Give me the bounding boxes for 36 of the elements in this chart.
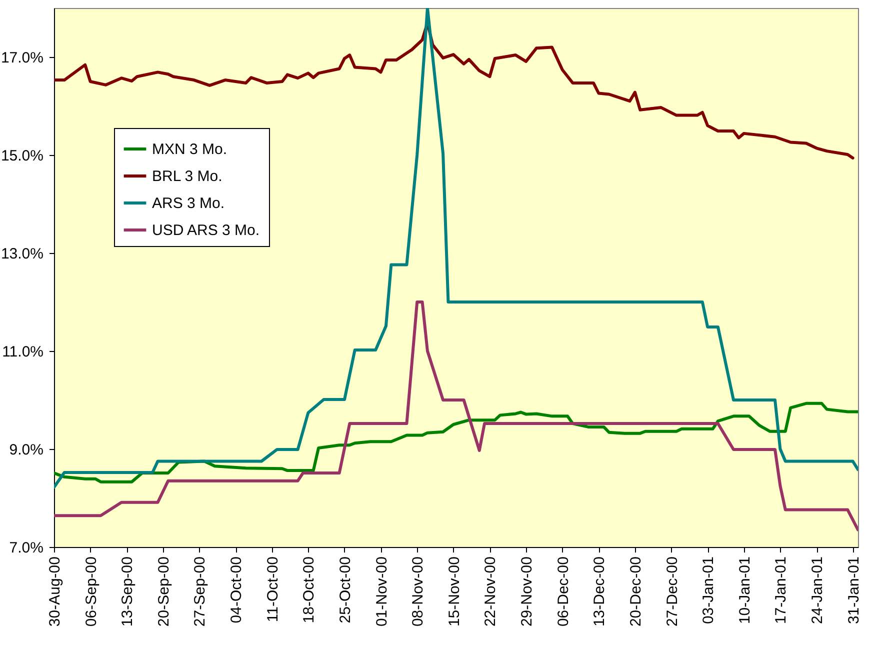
- legend-label: BRL 3 Mo.: [152, 168, 222, 185]
- x-tick-label: 06-Sep-00: [82, 556, 100, 627]
- x-tick-label: 06-Dec-00: [554, 556, 572, 627]
- line-series: [54, 402, 858, 484]
- x-tick-label: 01-Nov-00: [373, 556, 390, 627]
- legend-label: ARS 3 Mo.: [152, 195, 225, 212]
- x-tick-label: 03-Jan-01: [700, 556, 718, 624]
- x-tick-label: 11-Oct-00: [264, 556, 282, 622]
- y-tick-label: 9.0%: [9, 442, 44, 458]
- x-tick-label: 25-Oct-00: [336, 556, 354, 624]
- x-tick-label: 24-Jan-01: [809, 556, 826, 624]
- x-tick-label: 27-Sep-00: [192, 556, 209, 627]
- x-tick-label: 13-Sep-00: [119, 556, 136, 627]
- x-tick-label: 15-Nov-00: [446, 556, 463, 627]
- line-series: [54, 300, 858, 532]
- x-tick-label: 31-Jan-01: [845, 556, 862, 624]
- x-tick-label: 13-Dec-00: [591, 556, 608, 627]
- x-tick-label: 18-Oct-00: [300, 556, 318, 624]
- legend-label: USD ARS 3 Mo.: [152, 222, 260, 239]
- y-tick-label: 7.0%: [9, 540, 44, 556]
- y-tick-label: 17.0%: [0, 50, 44, 66]
- x-tick-label: 20-Sep-00: [155, 556, 172, 627]
- x-tick-label: 29-Nov-00: [518, 556, 536, 627]
- line-series: [54, 8, 858, 489]
- x-tick-label: 17-Jan-01: [772, 556, 790, 624]
- y-tick-label: 13.0%: [0, 246, 44, 262]
- y-tick-label: 11.0%: [2, 344, 44, 360]
- x-tick-label: 20-Dec-00: [627, 556, 644, 627]
- x-tick-label: 22-Nov-00: [482, 556, 500, 627]
- legend-label: MXN 3 Mo.: [152, 141, 228, 158]
- y-tick-label: 15.0%: [0, 148, 44, 164]
- x-tick-label: 10-Jan-01: [736, 556, 754, 624]
- x-tick-label: 08-Nov-00: [410, 556, 427, 627]
- x-tick-label: 27-Dec-00: [664, 556, 681, 627]
- x-tick-label: 30-Aug-00: [46, 556, 64, 627]
- x-tick-label: 04-Oct-00: [228, 556, 246, 624]
